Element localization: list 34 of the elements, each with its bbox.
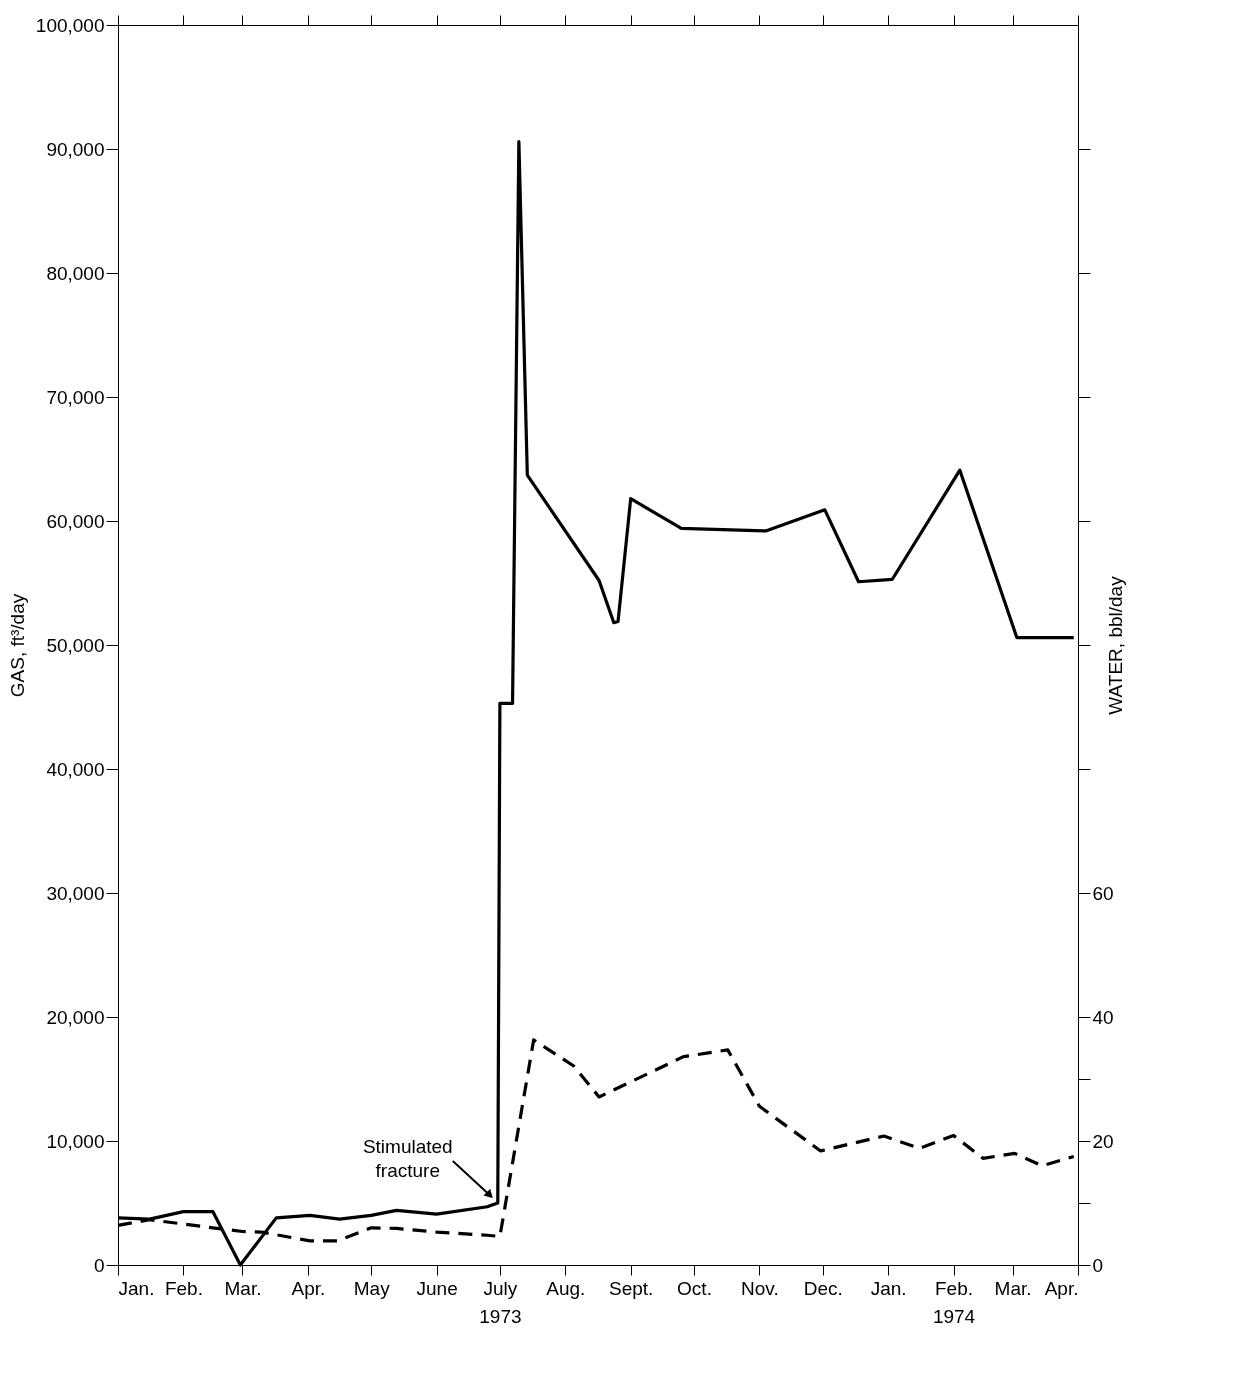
y-tick-label: 10,000 bbox=[46, 1130, 105, 1152]
y-tick-label: 0 bbox=[93, 1254, 105, 1276]
y-tick-label: 60,000 bbox=[46, 510, 105, 532]
y2-tick-label: 20 bbox=[1092, 1130, 1114, 1152]
annotation: Stimulated fracture bbox=[362, 1136, 453, 1181]
x-tick-label: Dec. bbox=[803, 1277, 843, 1299]
y-tick-label: 80,000 bbox=[46, 262, 105, 284]
y-tick-label: 70,000 bbox=[46, 386, 105, 408]
y-tick-label: 50,000 bbox=[46, 634, 105, 656]
x-tick-label: Mar. bbox=[224, 1277, 262, 1299]
x-tick-label: Sept. bbox=[609, 1277, 654, 1299]
x-tick-label: Feb. bbox=[164, 1277, 203, 1299]
y-tick-label: 20,000 bbox=[46, 1006, 105, 1028]
x-tick-label: July 1973 bbox=[479, 1277, 522, 1327]
x-tick-label: Aug. bbox=[546, 1277, 586, 1299]
x-tick-label: Jan. bbox=[118, 1277, 155, 1299]
x-tick-label: May bbox=[353, 1277, 391, 1299]
x-tick-label: Jan. bbox=[870, 1277, 907, 1299]
y2-tick-label: 0 bbox=[1092, 1254, 1104, 1276]
x-tick-label: Oct. bbox=[677, 1277, 712, 1299]
x-tick-label: Mar. bbox=[994, 1277, 1032, 1299]
y-tick-label: 90,000 bbox=[46, 138, 105, 160]
y2-axis-title: WATER, bbl/day bbox=[1104, 575, 1126, 715]
x-tick-label: Apr. bbox=[291, 1277, 326, 1299]
y-tick-label: 40,000 bbox=[46, 758, 105, 780]
y-axis-title: GAS, ft³/day bbox=[6, 593, 28, 698]
x-tick-label: Nov. bbox=[741, 1277, 779, 1299]
x-tick-label: Apr. bbox=[1044, 1277, 1079, 1299]
x-tick-label: Feb. 1974 bbox=[932, 1277, 976, 1327]
y-tick-label: 100,000 bbox=[35, 14, 105, 36]
y2-tick-label: 40 bbox=[1092, 1006, 1114, 1028]
y-tick-label: 30,000 bbox=[46, 882, 105, 904]
y2-tick-label: 60 bbox=[1092, 882, 1114, 904]
x-tick-label: June bbox=[416, 1277, 458, 1299]
